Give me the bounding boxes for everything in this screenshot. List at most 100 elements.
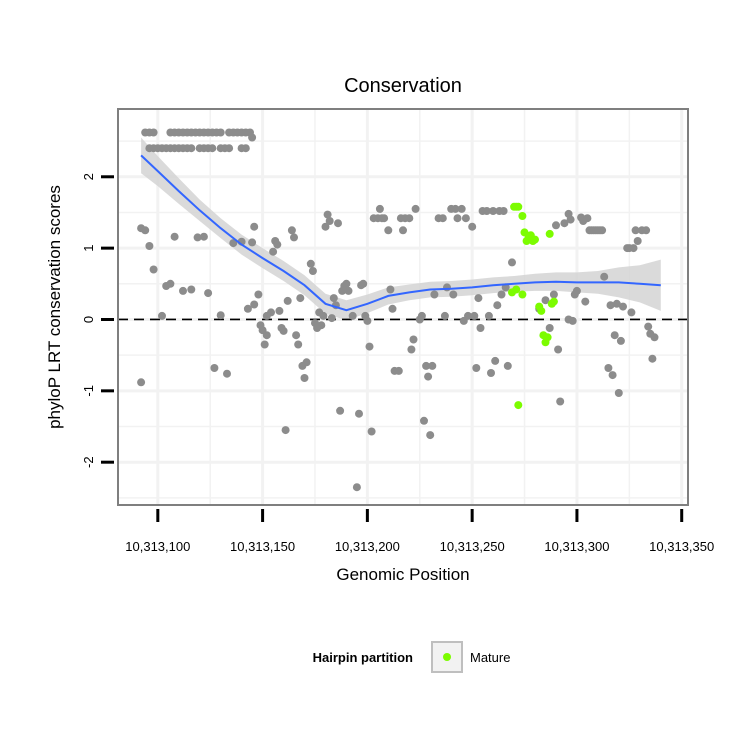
point-other: [642, 226, 651, 235]
point-other: [461, 214, 470, 223]
point-other: [187, 144, 196, 153]
point-other: [290, 233, 298, 242]
point-other: [464, 311, 472, 320]
point-other: [482, 207, 491, 215]
point-other: [137, 378, 146, 387]
point-mature: [518, 290, 527, 299]
point-other: [267, 308, 275, 317]
point-other: [223, 369, 231, 378]
point-other: [208, 144, 217, 153]
point-other: [604, 364, 613, 372]
point-other: [443, 283, 451, 292]
point-other: [294, 340, 303, 349]
points-group: [137, 128, 659, 492]
y-tick-label: -1: [81, 385, 96, 397]
point-other: [394, 366, 403, 375]
panel-border: [117, 108, 689, 506]
smooth-line-group: [140, 154, 661, 312]
point-other: [493, 301, 502, 310]
point-other: [422, 361, 431, 370]
y-axis: -2 -1 0 1 2: [81, 173, 114, 468]
point-other: [581, 297, 590, 306]
point-other: [600, 272, 609, 281]
point-other: [149, 265, 158, 274]
point-other: [199, 232, 208, 241]
point-other: [329, 294, 338, 303]
point-other: [489, 207, 498, 215]
point-other: [306, 259, 315, 268]
point-other: [187, 285, 196, 294]
point-other: [470, 311, 479, 320]
x-tick-label: 10,313,100: [125, 539, 190, 554]
point-other: [296, 294, 305, 303]
point-mature: [549, 297, 558, 306]
point-other: [644, 322, 653, 331]
point-mature: [537, 306, 546, 315]
point-other: [193, 233, 202, 242]
point-other: [503, 361, 512, 370]
x-tick-label: 10,313,350: [649, 539, 714, 554]
point-other: [375, 204, 384, 213]
point-other: [241, 144, 250, 153]
point-other: [325, 217, 334, 225]
point-mature: [531, 235, 539, 244]
point-other: [248, 133, 257, 142]
point-other: [476, 324, 485, 332]
point-mature: [514, 401, 523, 410]
point-other: [158, 311, 166, 320]
point-other: [355, 409, 363, 418]
point-other: [250, 300, 259, 309]
point-other: [279, 326, 288, 335]
point-other: [426, 431, 435, 440]
point-mature: [545, 229, 554, 238]
point-other: [308, 267, 317, 275]
point-other: [388, 304, 397, 313]
smooth-confidence-band: [141, 137, 661, 321]
point-other: [616, 336, 625, 345]
point-other: [610, 331, 619, 340]
point-other: [549, 290, 558, 299]
point-other: [287, 226, 296, 235]
point-other: [399, 226, 407, 235]
point-other: [336, 406, 345, 415]
y-tick-label: 0: [81, 316, 96, 323]
point-other: [145, 242, 154, 250]
y-axis-title: phyloP LRT conservation scores: [45, 185, 64, 429]
point-other: [344, 286, 353, 295]
y-tick-label: 2: [81, 173, 96, 180]
point-other: [619, 302, 627, 311]
point-other: [210, 364, 219, 372]
x-axis-title: Genomic Position: [336, 565, 469, 584]
point-other: [614, 389, 623, 397]
point-other: [484, 311, 493, 320]
point-other: [627, 308, 636, 317]
point-other: [457, 204, 466, 213]
x-tick-label: 10,313,200: [335, 539, 400, 554]
point-other: [405, 214, 414, 223]
y-tick-label: 1: [81, 244, 96, 251]
point-other: [216, 128, 225, 137]
point-other: [149, 128, 158, 137]
point-other: [348, 311, 357, 320]
point-other: [342, 279, 351, 288]
legend-key-mature: [443, 653, 451, 661]
point-other: [283, 296, 292, 305]
chart-title: Conservation: [344, 75, 462, 97]
point-other: [250, 222, 259, 231]
point-other: [428, 361, 437, 370]
point-other: [420, 416, 428, 425]
point-other: [243, 304, 252, 313]
point-other: [321, 222, 330, 231]
point-other: [170, 232, 179, 241]
point-other: [319, 311, 328, 320]
point-other: [409, 335, 418, 344]
point-other: [292, 331, 301, 340]
point-other: [430, 290, 439, 299]
point-other: [491, 356, 500, 365]
point-other: [334, 219, 342, 228]
point-other: [225, 144, 234, 153]
point-other: [204, 289, 213, 298]
point-other: [648, 354, 657, 363]
point-other: [380, 214, 389, 223]
